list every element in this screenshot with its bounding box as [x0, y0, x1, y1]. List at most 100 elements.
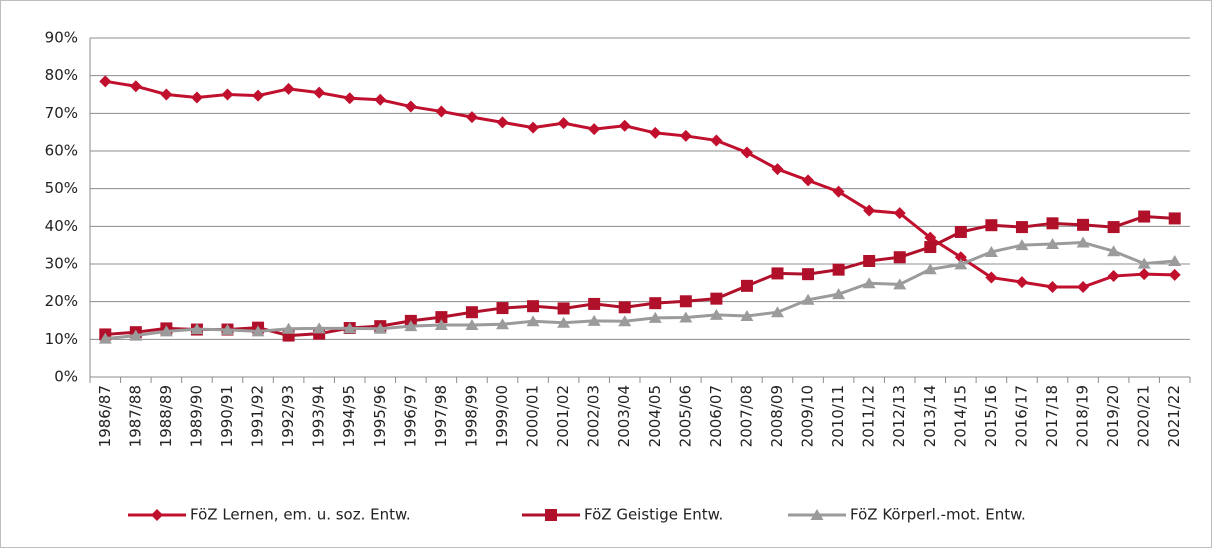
y-tick-label: 20% — [45, 292, 78, 310]
marker — [374, 93, 387, 106]
legend-marker — [545, 509, 557, 521]
marker — [557, 302, 570, 315]
marker — [251, 325, 265, 337]
marker — [710, 134, 723, 147]
x-tick-label: 2017/18 — [1043, 385, 1061, 447]
marker — [496, 302, 509, 315]
marker — [1015, 276, 1028, 289]
x-tick-label: 2011/12 — [860, 385, 878, 447]
x-tick-label: 2003/04 — [615, 385, 633, 447]
y-tick-label: 80% — [45, 66, 78, 84]
y-tick-label: 0% — [54, 368, 78, 386]
legend-label: FöZ Körperl.-mot. Entw. — [850, 506, 1026, 524]
x-tick-label: 1999/00 — [493, 385, 511, 447]
marker — [527, 300, 540, 313]
marker — [649, 297, 662, 310]
marker — [373, 322, 387, 334]
marker — [526, 315, 540, 327]
x-tick-label: 2006/07 — [707, 385, 725, 447]
marker — [1015, 221, 1028, 234]
marker — [1138, 268, 1151, 281]
marker — [588, 297, 601, 310]
marker — [160, 88, 173, 101]
x-tick-label: 1987/88 — [126, 385, 144, 447]
marker — [985, 219, 998, 232]
marker — [862, 277, 876, 289]
marker — [1168, 212, 1181, 225]
marker — [893, 251, 906, 264]
series-line — [105, 79, 1175, 289]
marker — [404, 320, 418, 332]
marker — [1076, 236, 1090, 248]
marker — [588, 123, 601, 136]
marker — [221, 323, 234, 335]
x-tick-label: 1991/92 — [249, 385, 267, 447]
marker — [618, 315, 632, 327]
marker — [465, 111, 478, 124]
x-tick-label: 2007/08 — [737, 385, 755, 447]
marker — [404, 100, 417, 113]
marker — [1107, 221, 1120, 234]
x-tick-label: 1992/93 — [279, 385, 297, 447]
marker — [771, 163, 784, 176]
x-tick-label: 2004/05 — [646, 385, 664, 447]
marker — [129, 80, 142, 93]
x-tick-label: 2016/17 — [1012, 385, 1030, 447]
x-tick-label: 2014/15 — [951, 385, 969, 447]
y-tick-label: 10% — [45, 330, 78, 348]
y-tick-label: 50% — [45, 179, 78, 197]
legend-marker — [151, 509, 163, 521]
marker — [343, 92, 356, 105]
x-tick-label: 2001/02 — [554, 385, 572, 447]
marker — [435, 105, 448, 118]
marker — [924, 241, 937, 254]
marker — [434, 319, 448, 331]
marker — [129, 329, 143, 341]
x-tick-label: 2000/01 — [524, 385, 542, 447]
marker — [954, 258, 968, 270]
x-tick-label: 2005/06 — [676, 385, 694, 447]
marker — [221, 88, 234, 101]
marker — [465, 306, 478, 319]
marker — [709, 308, 723, 320]
marker — [527, 121, 540, 134]
marker — [496, 318, 509, 330]
marker — [679, 129, 692, 142]
legend-label: FöZ Lernen, em. u. soz. Entw. — [190, 506, 411, 524]
y-tick-label: 40% — [45, 217, 78, 235]
legend-label: FöZ Geistige Entw. — [584, 506, 723, 524]
x-tick-label: 1996/97 — [401, 385, 419, 447]
marker — [1168, 268, 1181, 281]
marker — [435, 311, 448, 324]
marker — [954, 251, 967, 264]
x-tick-label: 2020/21 — [1135, 385, 1153, 447]
marker — [832, 263, 845, 276]
marker — [740, 279, 753, 292]
x-tick-label: 1993/94 — [310, 385, 328, 447]
x-tick-label: 2012/13 — [890, 385, 908, 447]
marker — [312, 322, 326, 334]
marker — [832, 288, 846, 300]
marker — [771, 267, 784, 280]
marker — [1046, 280, 1059, 293]
x-tick-label: 1997/98 — [432, 385, 450, 447]
marker — [1046, 217, 1059, 230]
x-tick-label: 1998/99 — [462, 385, 480, 447]
marker — [496, 116, 509, 129]
marker — [863, 254, 876, 267]
x-tick-label: 2002/03 — [585, 385, 603, 447]
y-tick-label: 30% — [45, 255, 78, 273]
x-tick-label: 2015/16 — [982, 385, 1000, 447]
y-tick-label: 90% — [45, 29, 78, 47]
marker — [190, 323, 204, 335]
marker — [832, 185, 845, 198]
marker — [710, 292, 723, 305]
y-tick-label: 60% — [45, 142, 78, 160]
marker — [801, 293, 815, 305]
marker — [557, 117, 570, 130]
x-tick-label: 1986/87 — [96, 385, 114, 447]
marker — [802, 268, 815, 281]
marker — [984, 245, 998, 257]
marker — [252, 89, 265, 102]
